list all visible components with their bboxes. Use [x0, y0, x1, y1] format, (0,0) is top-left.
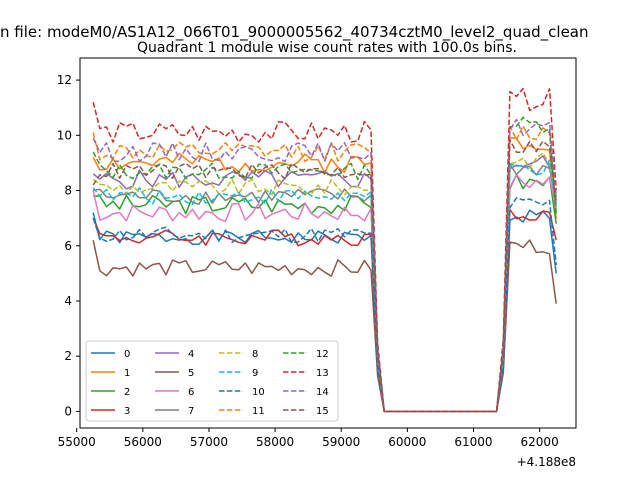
series-line-13: [92, 87, 557, 413]
series-line-15: [92, 139, 557, 413]
x-tick-label: 57000: [190, 435, 228, 449]
plot-lines: [92, 87, 557, 413]
legend-label-15: 15: [316, 406, 329, 417]
y-tick-label: 10: [57, 128, 72, 142]
x-tick-label: 60000: [388, 435, 426, 449]
y-tick-label: 4: [64, 294, 72, 308]
chart-title: Quadrant 1 module wise count rates with …: [137, 40, 517, 56]
legend-label-13: 13: [316, 368, 329, 379]
y-axis: 0 2 4 6 8 10 12: [57, 73, 80, 418]
legend-label-9: 9: [252, 368, 258, 379]
figure-suptitle: n file: modeM0/AS1A12_066T01_9000005562_…: [0, 23, 589, 42]
axes-frame: [79, 57, 577, 429]
x-tick-label: 56000: [124, 435, 162, 449]
x-offset-label: +4.188e8: [517, 455, 576, 469]
legend-label-0: 0: [124, 349, 130, 360]
y-tick-label: 8: [64, 184, 72, 198]
y-tick-label: 6: [64, 239, 72, 253]
y-tick-label: 2: [64, 349, 72, 363]
legend-label-5: 5: [188, 368, 194, 379]
x-tick-label: 61000: [454, 435, 492, 449]
y-tick-label: 12: [57, 73, 72, 87]
x-tick-label: 55000: [58, 435, 96, 449]
legend-label-14: 14: [316, 387, 329, 398]
legend-label-12: 12: [316, 349, 329, 360]
x-tick-label: 59000: [322, 435, 360, 449]
x-axis: 55000 56000 57000 58000 59000 60000 61000 62000: [58, 428, 559, 449]
legend-label-8: 8: [252, 349, 258, 360]
series-line-14: [92, 118, 557, 413]
legend-label-6: 6: [188, 387, 194, 398]
legend-label-4: 4: [188, 349, 194, 360]
y-tick-label: 0: [64, 404, 72, 418]
x-tick-label: 58000: [256, 435, 294, 449]
legend-label-7: 7: [188, 406, 194, 417]
series-line-12: [92, 116, 557, 413]
legend-label-11: 11: [252, 406, 265, 417]
x-tick-label: 62000: [521, 435, 559, 449]
legend-box: [85, 340, 339, 422]
legend-label-3: 3: [124, 406, 130, 417]
legend-label-1: 1: [124, 368, 130, 379]
legend-label-2: 2: [124, 387, 130, 398]
series-line-11: [92, 125, 557, 413]
legend-label-10: 10: [252, 387, 265, 398]
series-line-10: [92, 197, 557, 413]
